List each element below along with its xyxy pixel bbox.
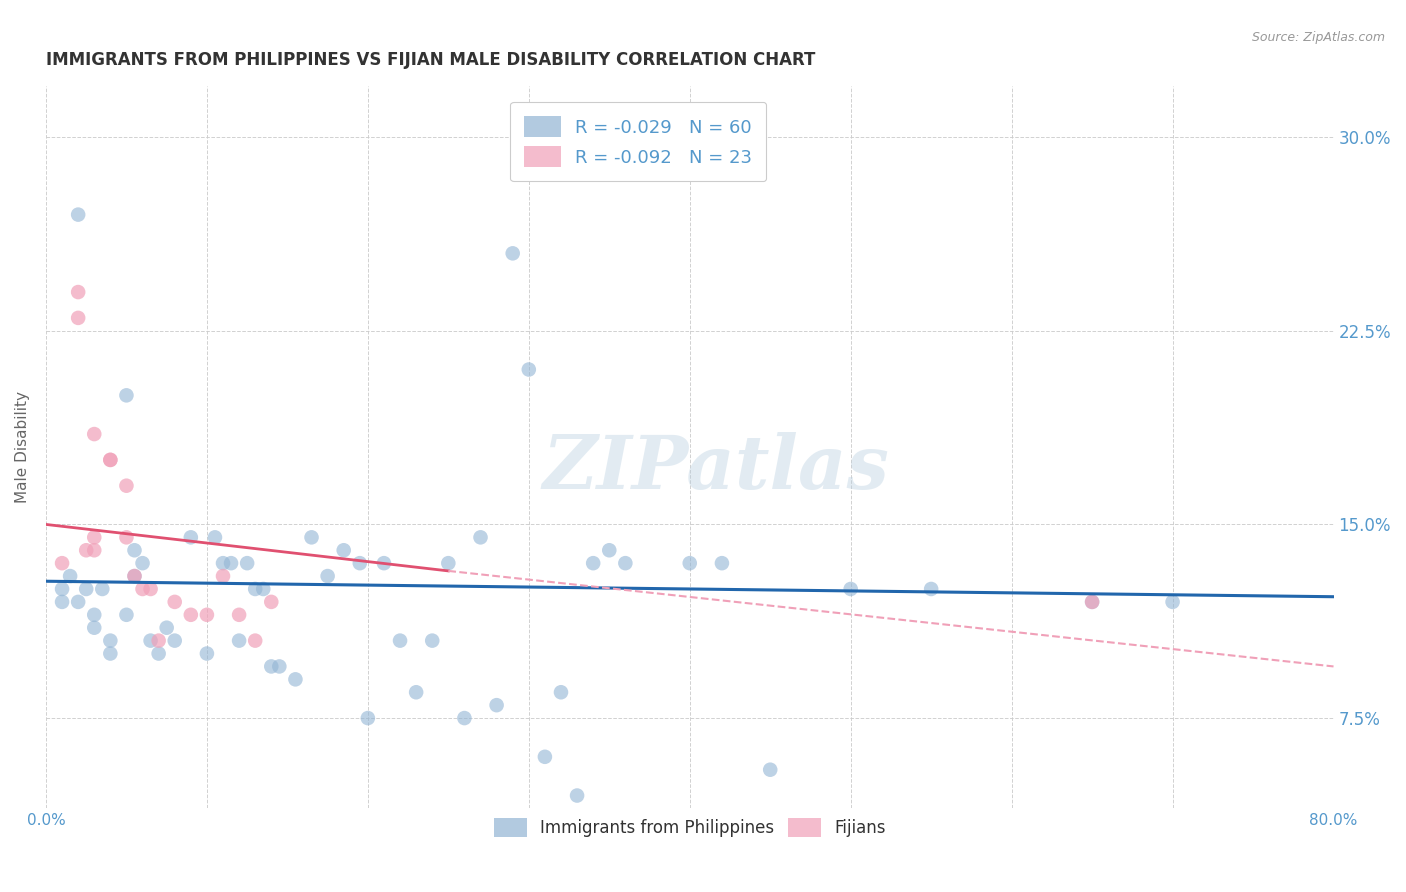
Point — [219, 556, 242, 570]
Point — [83, 530, 105, 544]
Point — [316, 569, 339, 583]
Point — [534, 749, 557, 764]
Point — [98, 453, 121, 467]
Point — [75, 582, 97, 596]
Point — [148, 647, 170, 661]
Point — [51, 595, 73, 609]
Point — [139, 582, 162, 596]
Point — [163, 633, 186, 648]
Point — [710, 556, 733, 570]
Point — [131, 582, 153, 596]
Point — [131, 556, 153, 570]
Point — [245, 633, 267, 648]
Point — [180, 607, 202, 622]
Point — [115, 479, 138, 493]
Point — [59, 569, 82, 583]
Point — [260, 595, 283, 609]
Point — [67, 285, 90, 299]
Point — [252, 582, 274, 596]
Point — [405, 685, 427, 699]
Point — [83, 621, 105, 635]
Point — [156, 621, 179, 635]
Point — [67, 310, 90, 325]
Point — [67, 208, 90, 222]
Point — [212, 569, 235, 583]
Text: IMMIGRANTS FROM PHILIPPINES VS FIJIAN MALE DISABILITY CORRELATION CHART: IMMIGRANTS FROM PHILIPPINES VS FIJIAN MA… — [46, 51, 815, 69]
Point — [98, 453, 121, 467]
Point — [148, 633, 170, 648]
Point — [1081, 595, 1104, 609]
Point — [373, 556, 395, 570]
Point — [1161, 595, 1184, 609]
Point — [83, 607, 105, 622]
Point — [195, 647, 218, 661]
Point — [195, 607, 218, 622]
Point — [920, 582, 942, 596]
Point — [115, 388, 138, 402]
Point — [115, 530, 138, 544]
Point — [839, 582, 862, 596]
Point — [51, 582, 73, 596]
Point — [228, 633, 250, 648]
Point — [180, 530, 202, 544]
Y-axis label: Male Disability: Male Disability — [15, 391, 30, 503]
Point — [269, 659, 291, 673]
Point — [245, 582, 267, 596]
Point — [470, 530, 492, 544]
Point — [437, 556, 460, 570]
Point — [139, 633, 162, 648]
Point — [598, 543, 620, 558]
Point — [83, 427, 105, 442]
Point — [98, 647, 121, 661]
Point — [453, 711, 475, 725]
Point — [91, 582, 114, 596]
Point — [550, 685, 572, 699]
Point — [204, 530, 226, 544]
Point — [98, 633, 121, 648]
Point — [51, 556, 73, 570]
Point — [502, 246, 524, 260]
Point — [517, 362, 540, 376]
Point — [115, 607, 138, 622]
Legend: Immigrants from Philippines, Fijians: Immigrants from Philippines, Fijians — [486, 811, 893, 844]
Point — [349, 556, 371, 570]
Point — [75, 543, 97, 558]
Point — [679, 556, 702, 570]
Point — [124, 569, 146, 583]
Point — [163, 595, 186, 609]
Point — [124, 569, 146, 583]
Point — [759, 763, 782, 777]
Point — [228, 607, 250, 622]
Point — [236, 556, 259, 570]
Point — [212, 556, 235, 570]
Point — [357, 711, 380, 725]
Point — [420, 633, 443, 648]
Point — [284, 673, 307, 687]
Point — [1081, 595, 1104, 609]
Point — [332, 543, 354, 558]
Point — [301, 530, 323, 544]
Point — [582, 556, 605, 570]
Point — [485, 698, 508, 713]
Text: Source: ZipAtlas.com: Source: ZipAtlas.com — [1251, 31, 1385, 45]
Point — [83, 543, 105, 558]
Point — [389, 633, 412, 648]
Point — [260, 659, 283, 673]
Point — [614, 556, 637, 570]
Point — [67, 595, 90, 609]
Point — [124, 543, 146, 558]
Point — [565, 789, 588, 803]
Text: ZIPatlas: ZIPatlas — [543, 433, 889, 505]
